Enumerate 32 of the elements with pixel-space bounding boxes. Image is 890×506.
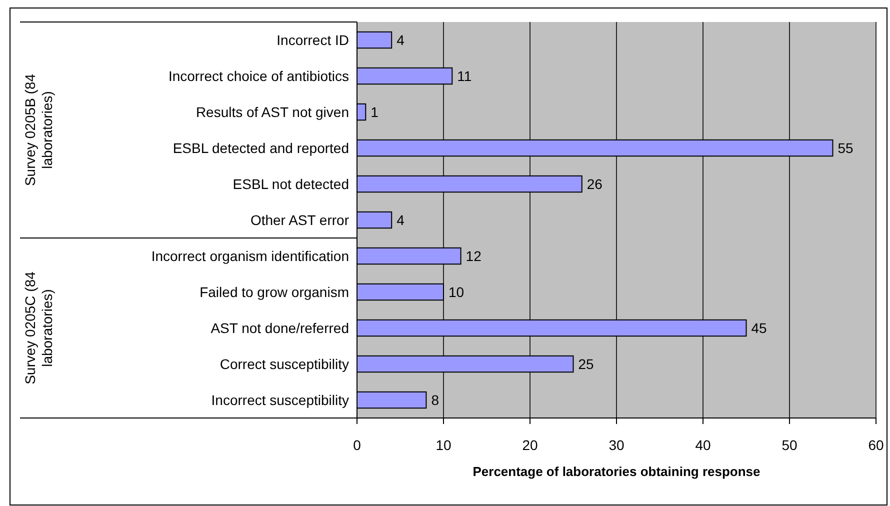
y-tick-label: Incorrect organism identification [151,248,349,264]
data-label: 26 [586,176,603,192]
x-tick-label: 0 [353,436,362,453]
x-tick-label: 30 [608,436,624,453]
x-tick-label: 60 [868,436,884,453]
y-tick-label: Results of AST not given [196,104,349,120]
data-label: 12 [466,248,482,264]
y-tick-label: Incorrect choice of antibiotics [168,68,349,84]
data-label: 55 [838,140,854,156]
data-label: 1 [370,104,379,120]
x-tick-label: 10 [436,436,452,453]
data-label: 45 [751,320,768,336]
x-tick-label: 50 [782,436,798,453]
data-label: 4 [396,212,405,228]
y-tick-label: Incorrect susceptibility [211,392,349,408]
data-label: 10 [448,284,464,300]
data-label: 11 [457,68,472,84]
y-tick-label: ESBL detected and reported [172,140,349,156]
y-tick-label: AST not done/referred [210,320,349,336]
y-tick-label: Correct susceptibility [220,356,349,372]
data-label: 4 [396,32,405,48]
x-tick-label: 40 [695,436,711,453]
x-tick-label: 20 [522,436,538,453]
data-label: 25 [578,356,594,372]
y-tick-label: ESBL not detected [232,176,349,192]
y-tick-label: Incorrect ID [276,32,349,48]
y-tick-label: Other AST error [250,212,350,228]
text: Survey 0205B (84 laboratories) [22,74,55,186]
text: Survey 0205C (84 laboratories) [22,271,55,384]
x-axis-title: Percentage of laboratories obtaining response [472,464,760,479]
data-label: 8 [431,392,440,408]
y-tick-label: Failed to grow organism [200,284,349,300]
